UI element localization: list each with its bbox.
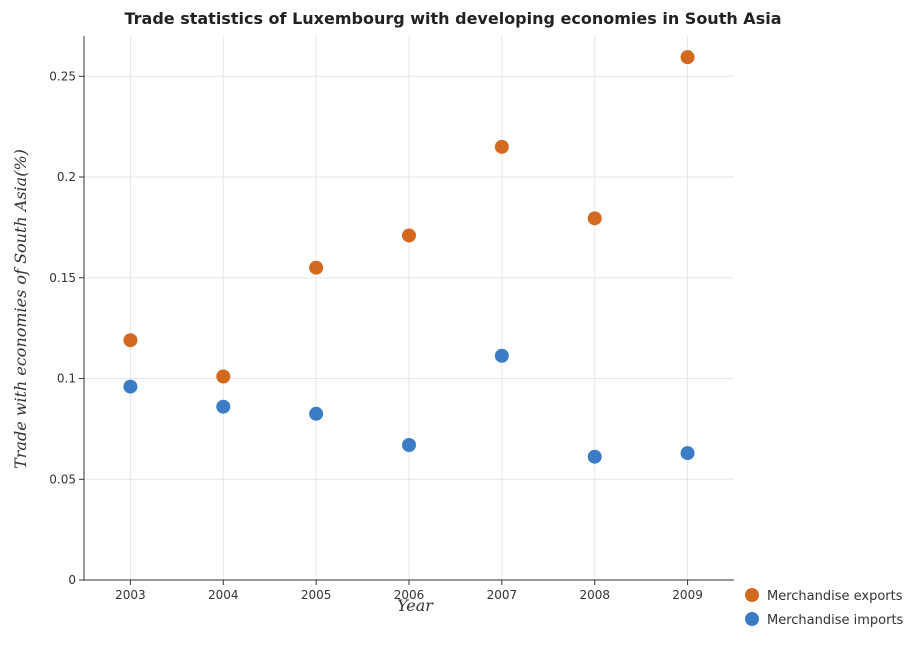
- x-tick-label: 2007: [487, 588, 518, 602]
- x-axis-label: Year: [397, 596, 434, 615]
- point-imports-2004: [216, 399, 231, 414]
- legend-marker-exports: [745, 588, 759, 602]
- legend-label-exports: Merchandise exports: [767, 589, 903, 604]
- axes: 0 0.05 0.1 0.15 0.2 0.25 2003 2004 2005 2006 2007 2…: [49, 36, 734, 602]
- x-tick-label: 2003: [115, 588, 146, 602]
- point-imports-2006: [402, 438, 416, 453]
- y-tick-label: 0.05: [49, 472, 76, 486]
- legend-marker-imports: [745, 612, 759, 626]
- point-imports-2008: [587, 449, 602, 464]
- x-tick-label: 2009: [672, 588, 703, 602]
- chart-title: Trade statistics of Luxembourg with deve…: [124, 9, 781, 28]
- point-exports-2003: [123, 333, 138, 348]
- y-tick-label: 0.1: [57, 372, 76, 386]
- point-imports-2005: [309, 406, 324, 421]
- x-tick-label: 2008: [579, 588, 610, 602]
- point-exports-2007: [494, 139, 509, 154]
- grid: [84, 36, 734, 581]
- point-exports-2004: [216, 369, 231, 384]
- y-tick-label: 0.15: [49, 271, 76, 285]
- y-axis-label: Trade with economies of South Asia(%): [11, 149, 30, 469]
- data-points: [123, 50, 695, 464]
- point-imports-2003: [123, 379, 138, 394]
- legend: Merchandise exports Merchandise imports: [745, 588, 904, 628]
- point-exports-2006: [402, 228, 416, 243]
- x-tick-label: 2004: [208, 588, 239, 602]
- x-tick-label: 2005: [301, 588, 332, 602]
- legend-label-imports: Merchandise imports: [767, 613, 904, 628]
- y-tick-label: 0.25: [49, 69, 76, 83]
- x-tick-label: 2006: [394, 588, 425, 602]
- y-tick-label: 0: [68, 573, 76, 587]
- point-exports-2005: [309, 260, 324, 275]
- point-exports-2008: [587, 211, 602, 226]
- point-imports-2007: [494, 348, 509, 363]
- point-imports-2009: [680, 446, 695, 461]
- point-exports-2009: [680, 50, 695, 65]
- y-tick-label: 0.2: [57, 170, 76, 184]
